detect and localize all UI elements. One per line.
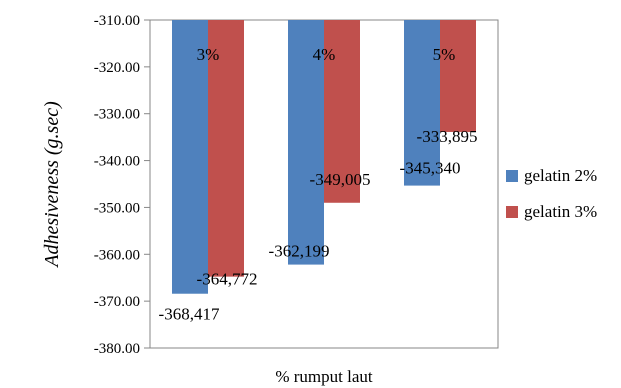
category-label: 3%	[197, 45, 220, 64]
bar-gelatin-2--2	[288, 20, 324, 265]
bar-gelatin-3--2	[324, 20, 360, 203]
bar-gelatin-2--1	[172, 20, 208, 294]
y-axis-title: Adhesiveness (g.sec)	[41, 101, 63, 269]
data-label: -368,417	[159, 305, 220, 324]
y-tick-label: -320.00	[94, 60, 140, 76]
legend-label: gelatin 3%	[524, 202, 597, 221]
category-label: 5%	[433, 45, 456, 64]
y-tick-label: -370.00	[94, 294, 140, 310]
data-label: -349,005	[310, 170, 371, 189]
y-tick-label: -310.00	[94, 13, 140, 29]
y-tick-label: -350.00	[94, 200, 140, 216]
bars	[172, 20, 476, 294]
bar-gelatin-2--3	[404, 20, 440, 186]
legend: gelatin 2% gelatin 3%	[506, 166, 597, 221]
bar-gelatin-3--1	[208, 20, 244, 277]
legend-swatch	[506, 206, 518, 218]
y-tick-label: -380.00	[94, 341, 140, 357]
data-labels: -368,417 -364,772 3% -362,199 -349,005 4% -345…	[159, 45, 478, 324]
legend-label: gelatin 2%	[524, 166, 597, 185]
data-label: -364,772	[197, 270, 258, 289]
legend-swatch	[506, 170, 518, 182]
y-tick-label: -330.00	[94, 107, 140, 123]
y-tick-label: -360.00	[94, 247, 140, 263]
data-label: -362,199	[269, 242, 330, 261]
axes: -310.00 -320.00 -330.00 -340.00 -350.00 -360.…	[94, 13, 499, 357]
category-label: 4%	[313, 45, 336, 64]
bar-gelatin-3--3	[440, 20, 476, 132]
y-tick-label: -340.00	[94, 154, 140, 170]
data-label: -345,340	[400, 159, 461, 178]
x-axis-title: % rumput laut	[275, 367, 373, 386]
data-label: -333,895	[417, 127, 478, 146]
